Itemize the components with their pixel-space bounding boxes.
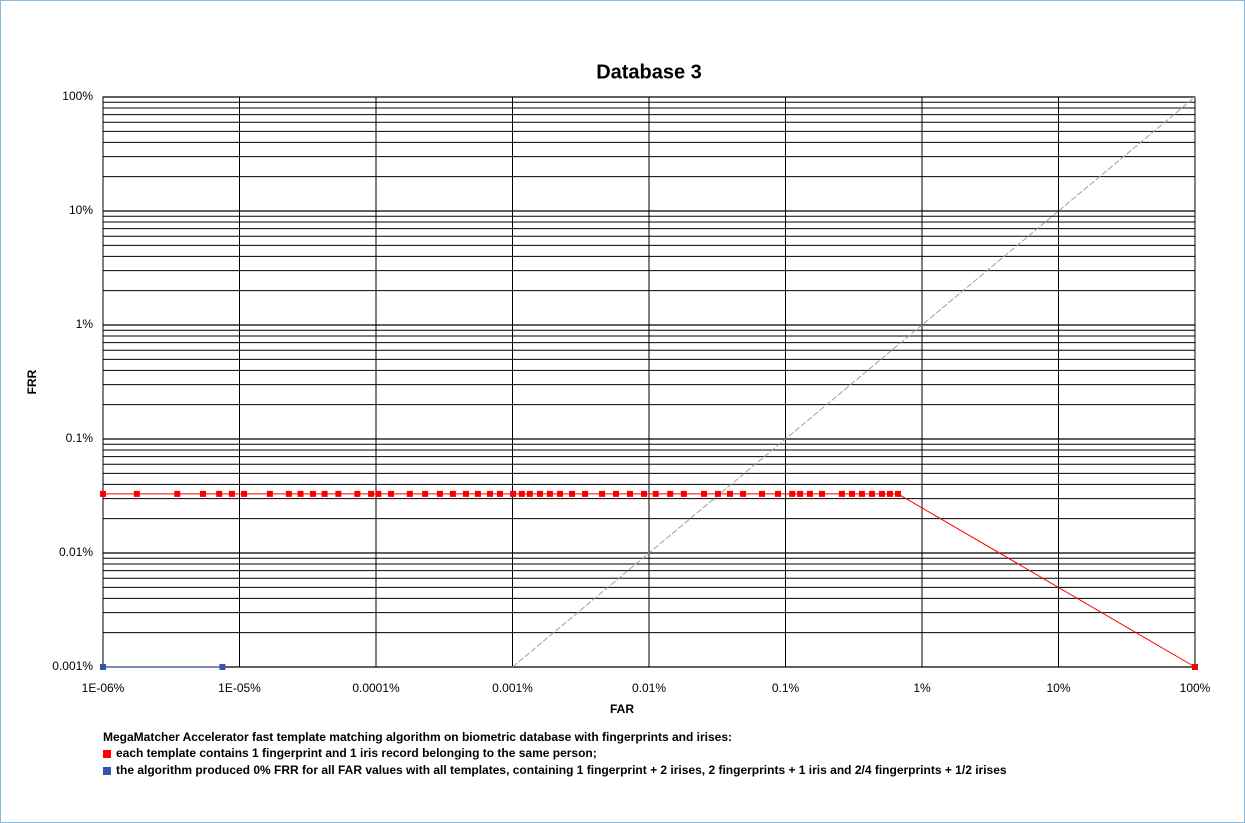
- series-marker: [536, 490, 543, 497]
- series-marker: [582, 490, 589, 497]
- y-tick-label: 100%: [62, 89, 93, 103]
- series-marker: [199, 490, 206, 497]
- series-marker: [449, 490, 456, 497]
- series-marker: [422, 490, 429, 497]
- y-tick-label: 10%: [69, 203, 93, 217]
- series-marker: [789, 490, 796, 497]
- series-marker: [297, 490, 304, 497]
- series-marker: [680, 490, 687, 497]
- series-marker: [219, 664, 226, 670]
- series-marker: [887, 490, 894, 497]
- series-marker: [518, 490, 525, 497]
- series-marker: [100, 664, 106, 670]
- series-marker: [818, 490, 825, 497]
- series-marker: [797, 490, 804, 497]
- series-marker: [894, 490, 901, 497]
- series-marker: [640, 490, 647, 497]
- series-marker: [612, 490, 619, 497]
- series-line: [103, 493, 1196, 668]
- series-marker: [759, 490, 766, 497]
- series-marker: [216, 490, 223, 497]
- caption: MegaMatcher Accelerator fast template ma…: [103, 730, 732, 744]
- series-marker: [335, 490, 342, 497]
- series-marker: [526, 490, 533, 497]
- series-marker: [701, 490, 708, 497]
- series-marker: [667, 490, 674, 497]
- grid: [102, 96, 1196, 668]
- series-marker: [474, 490, 481, 497]
- legend-swatch: [103, 767, 111, 775]
- series-marker: [462, 490, 469, 497]
- series-marker: [1192, 664, 1198, 670]
- series-marker: [878, 490, 885, 497]
- series-marker: [354, 490, 361, 497]
- x-tick-label: 0.01%: [632, 681, 666, 695]
- legend-label: each template contains 1 fingerprint and…: [116, 746, 597, 760]
- series-marker: [599, 490, 606, 497]
- x-tick-label: 0.1%: [772, 681, 800, 695]
- series-marker: [309, 490, 316, 497]
- x-tick-label: 0.001%: [492, 681, 533, 695]
- series-marker: [486, 490, 493, 497]
- series-marker: [569, 490, 576, 497]
- series-marker: [714, 490, 721, 497]
- series-marker: [174, 490, 181, 497]
- series-marker: [436, 490, 443, 497]
- x-tick-label: 1%: [913, 681, 931, 695]
- series-marker: [321, 490, 328, 497]
- series-marker: [375, 490, 382, 497]
- legend-label: the algorithm produced 0% FRR for all FA…: [116, 763, 1007, 777]
- chart-title: Database 3: [596, 61, 702, 83]
- x-tick-label: 100%: [1180, 681, 1211, 695]
- y-tick-label: 1%: [76, 317, 94, 331]
- series-marker: [838, 490, 845, 497]
- y-tick-label: 0.1%: [66, 431, 94, 445]
- series-marker: [652, 490, 659, 497]
- legend-swatch: [103, 750, 111, 758]
- series-marker: [228, 490, 235, 497]
- x-tick-label: 1E-06%: [82, 681, 125, 695]
- y-tick-label: 0.01%: [59, 545, 93, 559]
- series-marker: [858, 490, 865, 497]
- series-marker: [774, 490, 781, 497]
- series-marker: [546, 490, 553, 497]
- series-marker: [848, 490, 855, 497]
- plot: [100, 96, 1198, 670]
- series-marker: [133, 490, 140, 497]
- x-tick-label: 1E-05%: [218, 681, 261, 695]
- series-marker: [241, 490, 248, 497]
- series-marker: [557, 490, 564, 497]
- series-marker: [740, 490, 747, 497]
- series-marker: [266, 490, 273, 497]
- series-marker: [510, 490, 517, 497]
- reference-line: [512, 96, 1196, 668]
- series-marker: [726, 490, 733, 497]
- series-marker: [100, 490, 106, 497]
- y-axis-label: FRR: [25, 369, 39, 394]
- series-marker: [868, 490, 875, 497]
- series-marker: [806, 490, 813, 497]
- x-tick-label: 10%: [1046, 681, 1070, 695]
- series-marker: [627, 490, 634, 497]
- x-tick-label: 0.0001%: [352, 681, 400, 695]
- series-marker: [285, 490, 292, 497]
- series-marker: [497, 490, 504, 497]
- x-axis-label: FAR: [610, 702, 634, 716]
- series-marker: [388, 490, 395, 497]
- series-marker: [406, 490, 413, 497]
- y-tick-label: 0.001%: [52, 659, 93, 673]
- series-marker: [368, 490, 375, 497]
